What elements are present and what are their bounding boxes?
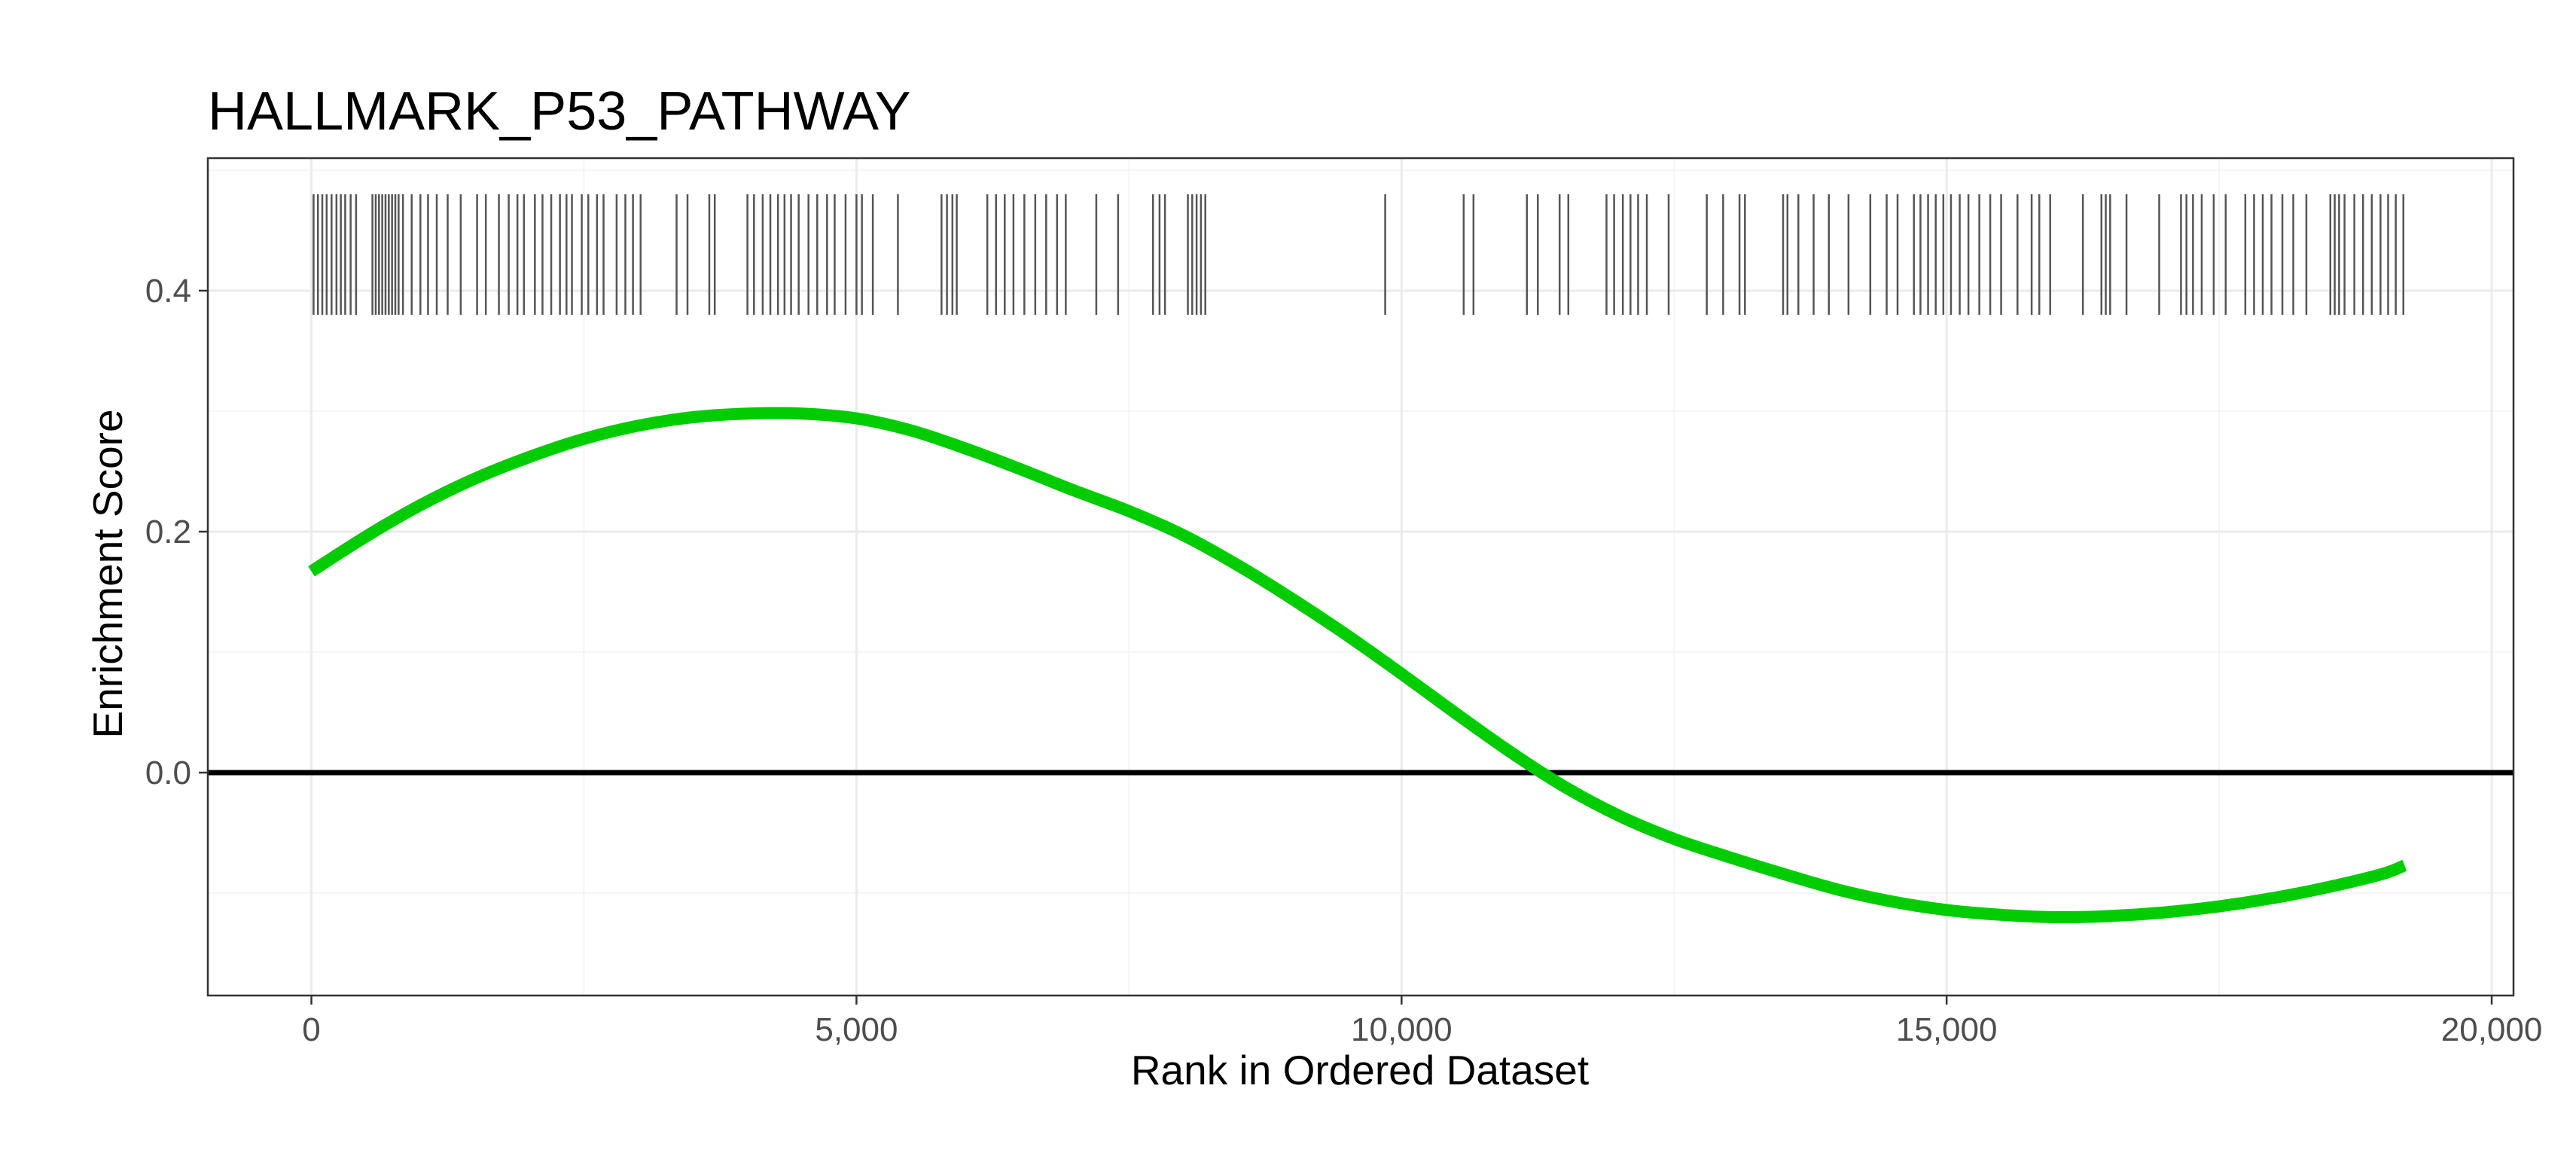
x-tick-label: 10,000	[1351, 1011, 1453, 1048]
x-tick-label: 15,000	[1896, 1011, 1998, 1048]
series-layer	[308, 407, 2407, 924]
hit-markers	[312, 194, 2405, 315]
plot-panel-border	[206, 157, 2515, 997]
x-axis-title: Rank in Ordered Dataset	[1131, 1047, 1589, 1093]
x-tick-label: 0	[302, 1011, 320, 1048]
axes: 0 5,000 10,000 15,000 20,000 0.0 0.2 0.4	[145, 273, 2543, 1048]
x-tick-label: 5,000	[815, 1011, 898, 1048]
y-axis-title: Enrichment Score	[84, 409, 131, 738]
y-tick-label: 0.0	[145, 755, 191, 791]
y-tick-label: 0.2	[145, 514, 191, 550]
x-tick-label: 20,000	[2441, 1011, 2543, 1048]
grid	[208, 158, 2514, 996]
chart-title: HALLMARK_P53_PATHWAY	[208, 81, 911, 142]
enrichment-score-line	[308, 407, 2407, 924]
y-tick-label: 0.4	[145, 273, 191, 310]
